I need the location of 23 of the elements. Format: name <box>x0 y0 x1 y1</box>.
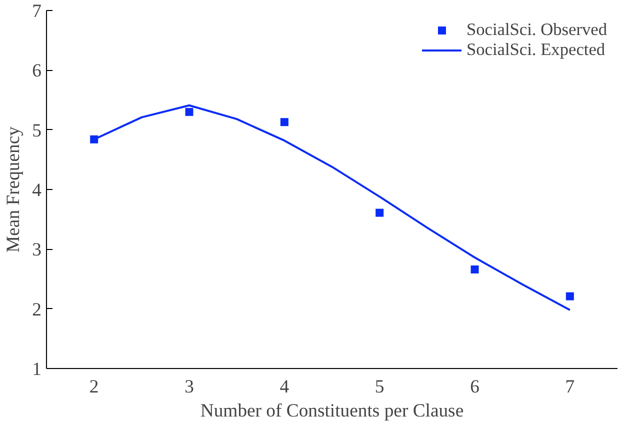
point <box>280 118 288 126</box>
x-tick-label: 6 <box>470 376 480 398</box>
point <box>90 135 98 144</box>
x-tick-label: 3 <box>184 376 194 398</box>
x-tick-label: 5 <box>374 376 384 398</box>
point <box>566 292 574 300</box>
y-tick-label: 1 <box>32 359 42 380</box>
y-tick-label: 6 <box>32 60 42 82</box>
x-axis-title: Number of Constituents per Clause <box>200 400 464 422</box>
y-tick-label: 5 <box>32 120 42 142</box>
y-tick-label: 3 <box>32 240 42 261</box>
x-tick-label: 7 <box>565 376 575 398</box>
legend-label: SocialSci. Observed <box>466 20 607 40</box>
point <box>376 208 384 217</box>
point <box>470 265 479 274</box>
y-axis-title: Mean Frequency <box>3 126 24 252</box>
legend-label: SocialSci. Expected <box>466 40 606 60</box>
x-tick-label: 2 <box>89 376 99 398</box>
y-tick-label: 7 <box>32 1 42 22</box>
y-tick-label: 2 <box>32 299 42 320</box>
y-tick-label: 4 <box>32 180 42 201</box>
x-tick-label: 4 <box>280 376 290 398</box>
point <box>185 108 194 116</box>
